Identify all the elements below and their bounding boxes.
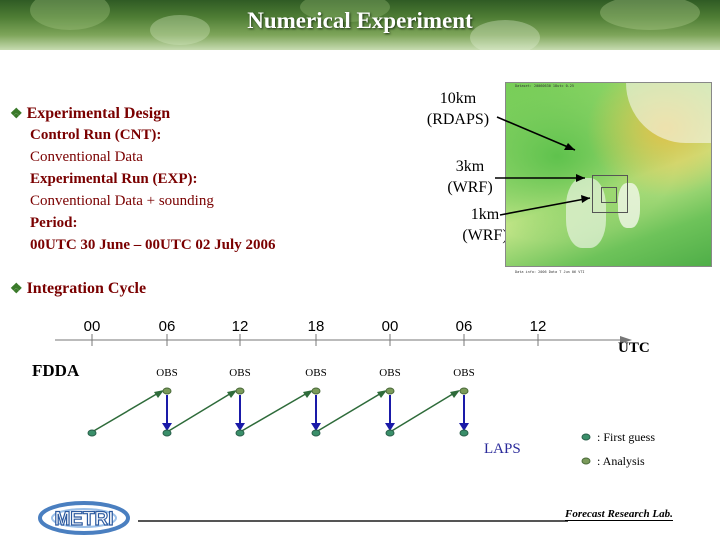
- first-guess-legend-icon: [581, 433, 591, 441]
- obs-label: OBS: [453, 367, 475, 379]
- arrow-head: [576, 174, 585, 182]
- obs-label: OBS: [305, 367, 327, 379]
- fdda-arrowheads: [154, 390, 460, 398]
- metri-logo: METRI: [38, 501, 130, 535]
- tick-label: 00: [381, 318, 399, 335]
- analysis-arrows: [166, 395, 465, 425]
- legend-first-guess: : First guess: [597, 430, 656, 444]
- utc-label: UTC: [618, 340, 650, 356]
- diamond-bullet-icon: ❖: [10, 282, 23, 297]
- axis-ticks: [91, 334, 539, 346]
- arrow-head: [564, 143, 575, 150]
- tick-label: 00: [83, 318, 101, 335]
- fdda-arrows: [91, 391, 457, 433]
- fdda-label: FDDA: [32, 361, 80, 380]
- obs-label: OBS: [229, 367, 251, 379]
- tick-label: 06: [158, 318, 176, 335]
- obs-label: OBS: [156, 367, 178, 379]
- design-line: 00UTC 30 June – 00UTC 02 July 2006: [30, 237, 276, 253]
- domain-label-10km: 10km (RDAPS): [426, 90, 490, 128]
- analysis-legend-icon: [581, 457, 591, 465]
- domain-label-1km: 1km (WRF): [462, 206, 508, 244]
- time-axis-arrowhead: [620, 336, 632, 344]
- obs-label: OBS: [379, 367, 401, 379]
- legend-analysis: : Analysis: [597, 454, 645, 468]
- diamond-bullet-icon: ❖: [10, 107, 23, 122]
- page-title: Numerical Experiment: [247, 8, 473, 33]
- tick-label: 06: [455, 318, 473, 335]
- pointer-arrow: [496, 116, 576, 151]
- analysis-nodes: [87, 429, 469, 437]
- design-line: Control Run (CNT):: [30, 127, 162, 143]
- design-line: Experimental Run (EXP):: [30, 171, 198, 187]
- analysis-arrowheads: [162, 423, 469, 431]
- arrow-head: [581, 195, 590, 203]
- logo-text: METRI: [54, 509, 113, 530]
- lab-name: Forecast Research Lab.: [565, 508, 673, 521]
- pointer-arrow: [499, 197, 591, 216]
- design-heading: ❖ Experimental Design: [10, 105, 171, 122]
- tick-label: 12: [529, 318, 547, 335]
- domain-label-3km: 3km (WRF): [447, 158, 493, 196]
- footer-divider: [138, 520, 568, 522]
- design-line: Period:: [30, 215, 78, 231]
- tick-label: 18: [307, 318, 325, 335]
- laps-label: LAPS: [484, 441, 521, 457]
- title-banner: Numerical Experiment: [0, 0, 720, 50]
- design-line: Conventional Data + sounding: [30, 193, 214, 209]
- design-line: Conventional Data: [30, 149, 143, 165]
- first-guess-nodes: [162, 387, 469, 395]
- integration-heading: ❖ Integration Cycle: [10, 280, 147, 297]
- model-domain-map: [505, 82, 712, 267]
- tick-label: 12: [231, 318, 249, 335]
